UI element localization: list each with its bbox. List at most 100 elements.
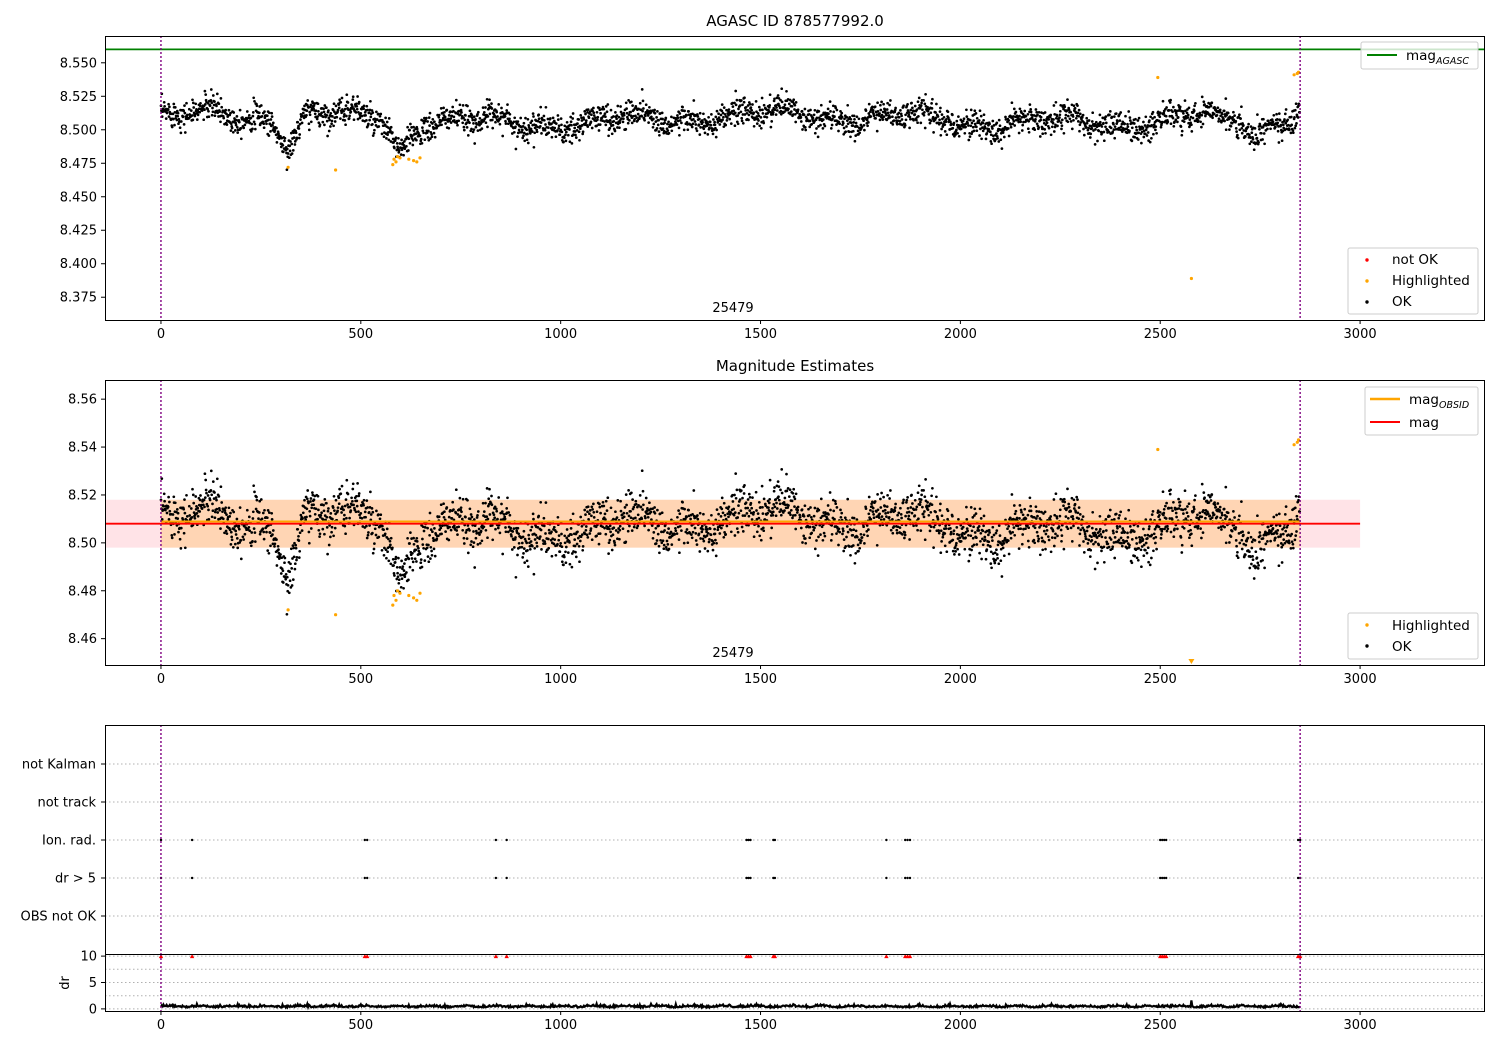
ok-point: [998, 124, 1002, 128]
ok-point: [1009, 125, 1013, 129]
ok-point: [568, 541, 571, 544]
ok-point: [377, 112, 380, 116]
ok-point: [342, 517, 346, 521]
ok-point: [773, 486, 776, 489]
ok-point: [777, 485, 781, 488]
ok-point: [630, 121, 634, 125]
ok-point: [225, 532, 229, 535]
ok-point: [898, 119, 902, 123]
ok-point: [733, 534, 737, 537]
ok-point: [337, 496, 341, 500]
ok-point: [715, 109, 719, 113]
ok-point: [448, 525, 451, 529]
ok-point: [406, 536, 409, 540]
ok-point: [307, 128, 311, 132]
ok-point: [249, 130, 253, 133]
ok-point: [575, 542, 579, 546]
ok-point: [597, 129, 601, 132]
ok-point: [700, 530, 704, 534]
ok-point: [352, 118, 356, 122]
ok-point: [380, 132, 384, 136]
ok-point: [474, 118, 477, 121]
ok-point: [411, 134, 414, 137]
ok-point: [926, 105, 929, 109]
ok-point: [375, 509, 378, 513]
ok-point: [685, 120, 689, 124]
ok-point: [934, 111, 937, 114]
highlighted-point: [398, 156, 402, 160]
ok-point: [714, 538, 717, 542]
ok-point: [922, 113, 926, 117]
ok-point: [922, 489, 925, 492]
ok-point: [867, 121, 870, 124]
ok-point: [1118, 119, 1122, 122]
ok-point: [952, 121, 956, 125]
ok-point: [329, 512, 333, 515]
ok-point: [972, 119, 975, 123]
ok-point: [760, 484, 764, 488]
ok-point: [402, 153, 405, 157]
ok-point: [422, 121, 426, 125]
ok-point: [886, 511, 890, 514]
highlighted-point: [286, 165, 290, 169]
ok-point: [543, 542, 547, 545]
ok-point: [400, 577, 404, 581]
ok-point: [845, 116, 849, 119]
legend-mag-agasc-label: magAGASC: [1406, 48, 1469, 67]
ok-point: [929, 525, 933, 529]
ok-point: [166, 505, 170, 509]
ok-point: [1169, 98, 1172, 102]
ok-point: [638, 101, 642, 105]
ok-point: [580, 116, 583, 120]
ok-point: [717, 512, 720, 516]
ok-point: [327, 129, 331, 133]
ok-point: [209, 88, 213, 91]
ok-point: [629, 110, 632, 114]
ok-point: [391, 557, 395, 561]
ok-point: [207, 109, 210, 113]
ok-point: [804, 128, 808, 132]
ok-point: [1119, 111, 1123, 114]
ok-point: [917, 96, 921, 100]
ok-point: [1154, 128, 1157, 132]
ok-point: [829, 110, 832, 113]
ok-point: [1021, 123, 1025, 127]
ok-point: [724, 517, 728, 521]
ok-point: [712, 541, 716, 545]
ok-point: [439, 503, 443, 507]
highlighted-point: [1296, 70, 1301, 74]
ok-point: [343, 107, 347, 111]
ok-point: [910, 511, 914, 515]
ok-point: [968, 553, 972, 557]
ok-point: [978, 507, 982, 511]
ok-point: [616, 104, 620, 108]
ok-point: [346, 503, 349, 506]
ok-point: [599, 111, 602, 115]
ok-point: [903, 533, 907, 537]
ok-point: [542, 524, 546, 528]
ok-point: [991, 119, 995, 123]
panel-agasc-legend-ref: magAGASC: [1360, 41, 1479, 70]
ok-point: [751, 103, 754, 106]
ok-point: [989, 140, 993, 143]
ok-point: [316, 517, 319, 521]
ok-point: [959, 127, 963, 131]
ok-point: [514, 147, 518, 151]
ok-point: [801, 541, 804, 544]
ok-point: [476, 113, 479, 116]
ok-point: [915, 505, 919, 509]
ok-point: [793, 505, 796, 508]
ok-point: [385, 527, 389, 531]
ok-point: [454, 511, 458, 515]
ok-point: [879, 108, 883, 112]
ok-point: [252, 527, 256, 530]
ok-point: [1002, 135, 1006, 139]
ok-point: [268, 531, 272, 534]
ok-point: [1276, 129, 1280, 133]
ok-point: [618, 126, 621, 130]
ok-point: [1104, 125, 1107, 129]
ok-point: [472, 122, 475, 125]
ok-point: [1026, 112, 1030, 116]
ok-point: [1178, 105, 1182, 109]
ok-point: [366, 108, 369, 112]
